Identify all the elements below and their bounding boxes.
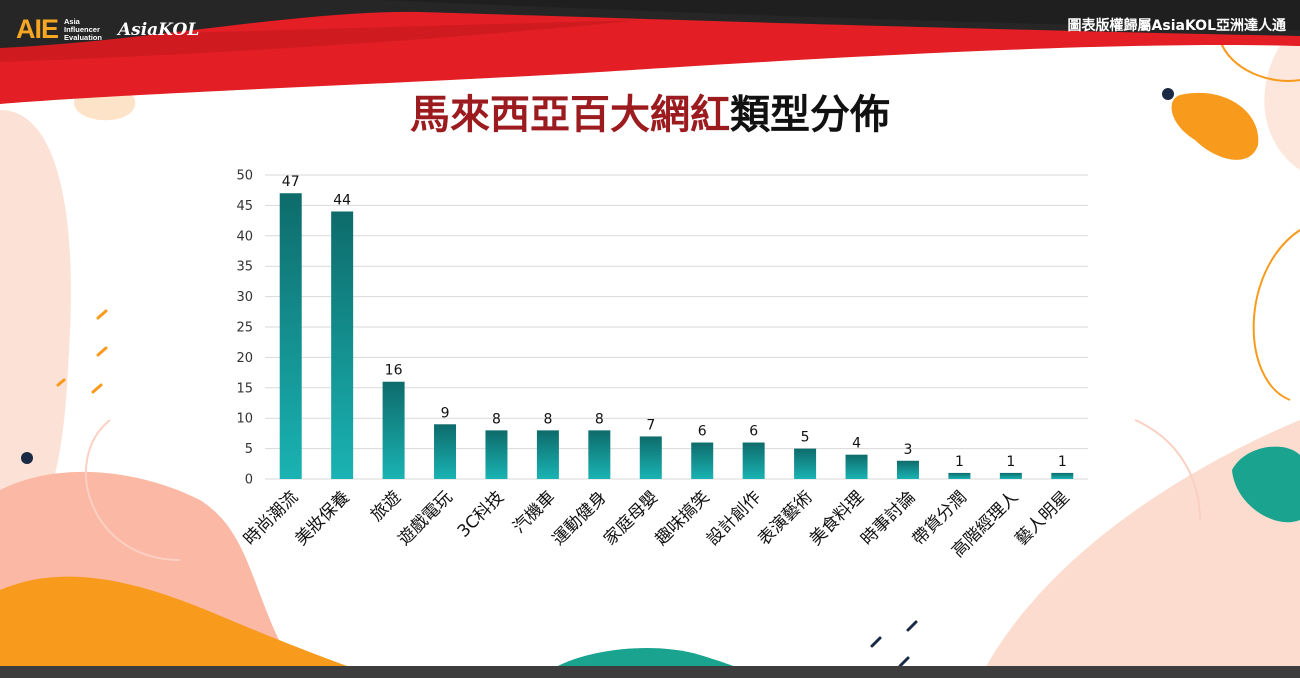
bar	[845, 454, 868, 479]
y-tick-label: 0	[245, 473, 253, 488]
data-label: 9	[441, 405, 450, 421]
x-tick-label: 時事討論	[857, 487, 919, 549]
logo-subtitle-line: Evaluation	[64, 32, 102, 42]
data-label: 5	[801, 430, 810, 446]
y-tick-label: 5	[245, 442, 253, 457]
bar	[536, 430, 559, 479]
data-label: 44	[333, 192, 351, 208]
bar	[331, 211, 354, 480]
logo-subtitle-line: Influencer	[64, 24, 100, 34]
chart-title-highlight: 馬來西亞百大網紅	[410, 91, 730, 138]
data-label: 47	[282, 174, 300, 190]
logo-asiakol: AsiaKOL	[117, 19, 200, 40]
x-tick-label: 表演藝術	[754, 487, 816, 549]
bar	[1051, 472, 1074, 479]
data-label: 4	[852, 436, 861, 452]
data-label: 3	[904, 442, 913, 458]
bar	[382, 381, 405, 479]
x-tick-label: 旅遊	[367, 487, 405, 525]
copyright-notice: 圖表版權歸屬AsiaKOL亞洲達人通	[1067, 18, 1286, 34]
chart-title-rest: 類型分佈	[730, 91, 890, 138]
x-tick-label: 趣味搞笑	[652, 487, 714, 549]
bar	[279, 193, 302, 480]
bar	[999, 472, 1022, 479]
data-label: 8	[595, 411, 604, 427]
x-tick-label: 汽機車	[509, 487, 559, 537]
data-label: 1	[1006, 454, 1015, 470]
y-tick-label: 40	[236, 229, 253, 244]
bar	[639, 436, 662, 479]
x-tick-label: 3C科技	[454, 487, 508, 541]
data-label: 6	[749, 424, 758, 440]
logo-subtitle: Asia Influencer Evaluation	[64, 16, 102, 42]
x-tick-label: 運動健身	[549, 487, 611, 549]
y-tick-label: 25	[236, 321, 253, 336]
bar	[434, 424, 457, 479]
footer-bar	[0, 666, 1300, 678]
y-tick-label: 20	[236, 351, 253, 366]
y-tick-label: 50	[236, 169, 253, 184]
data-label: 8	[492, 411, 501, 427]
bar	[742, 442, 765, 479]
x-tick-label: 美食料理	[806, 487, 868, 549]
logo-aie: AIE	[16, 14, 59, 44]
y-tick-label: 30	[236, 290, 253, 305]
data-label: 1	[1058, 454, 1067, 470]
bar	[794, 448, 817, 479]
logo-subtitle-line: Asia	[64, 16, 80, 26]
bar	[588, 430, 611, 479]
x-tick-label: 藝人明星	[1012, 487, 1074, 549]
y-tick-label: 10	[236, 412, 253, 427]
data-label: 7	[646, 417, 655, 433]
data-label: 8	[543, 411, 552, 427]
bar	[691, 442, 714, 479]
y-tick-label: 45	[236, 199, 253, 214]
x-tick-label: 設計創作	[703, 487, 765, 549]
x-tick-label: 遊戲電玩	[394, 487, 456, 549]
y-tick-label: 15	[236, 381, 253, 396]
x-tick-label: 時尚潮流	[240, 487, 302, 549]
bar	[485, 430, 508, 479]
chart-title: 馬來西亞百大網紅類型分佈	[0, 82, 1300, 140]
data-label: 6	[698, 424, 707, 440]
x-tick-label: 美妝保養	[291, 487, 353, 549]
x-tick-label: 家庭母嬰	[600, 487, 662, 549]
bar	[948, 472, 971, 479]
brand-logo: AIE Asia Influencer Evaluation AsiaKOL	[16, 14, 199, 45]
data-label: 16	[385, 363, 403, 379]
data-label: 1	[955, 454, 964, 470]
bar	[896, 460, 919, 479]
y-tick-label: 35	[236, 260, 253, 275]
